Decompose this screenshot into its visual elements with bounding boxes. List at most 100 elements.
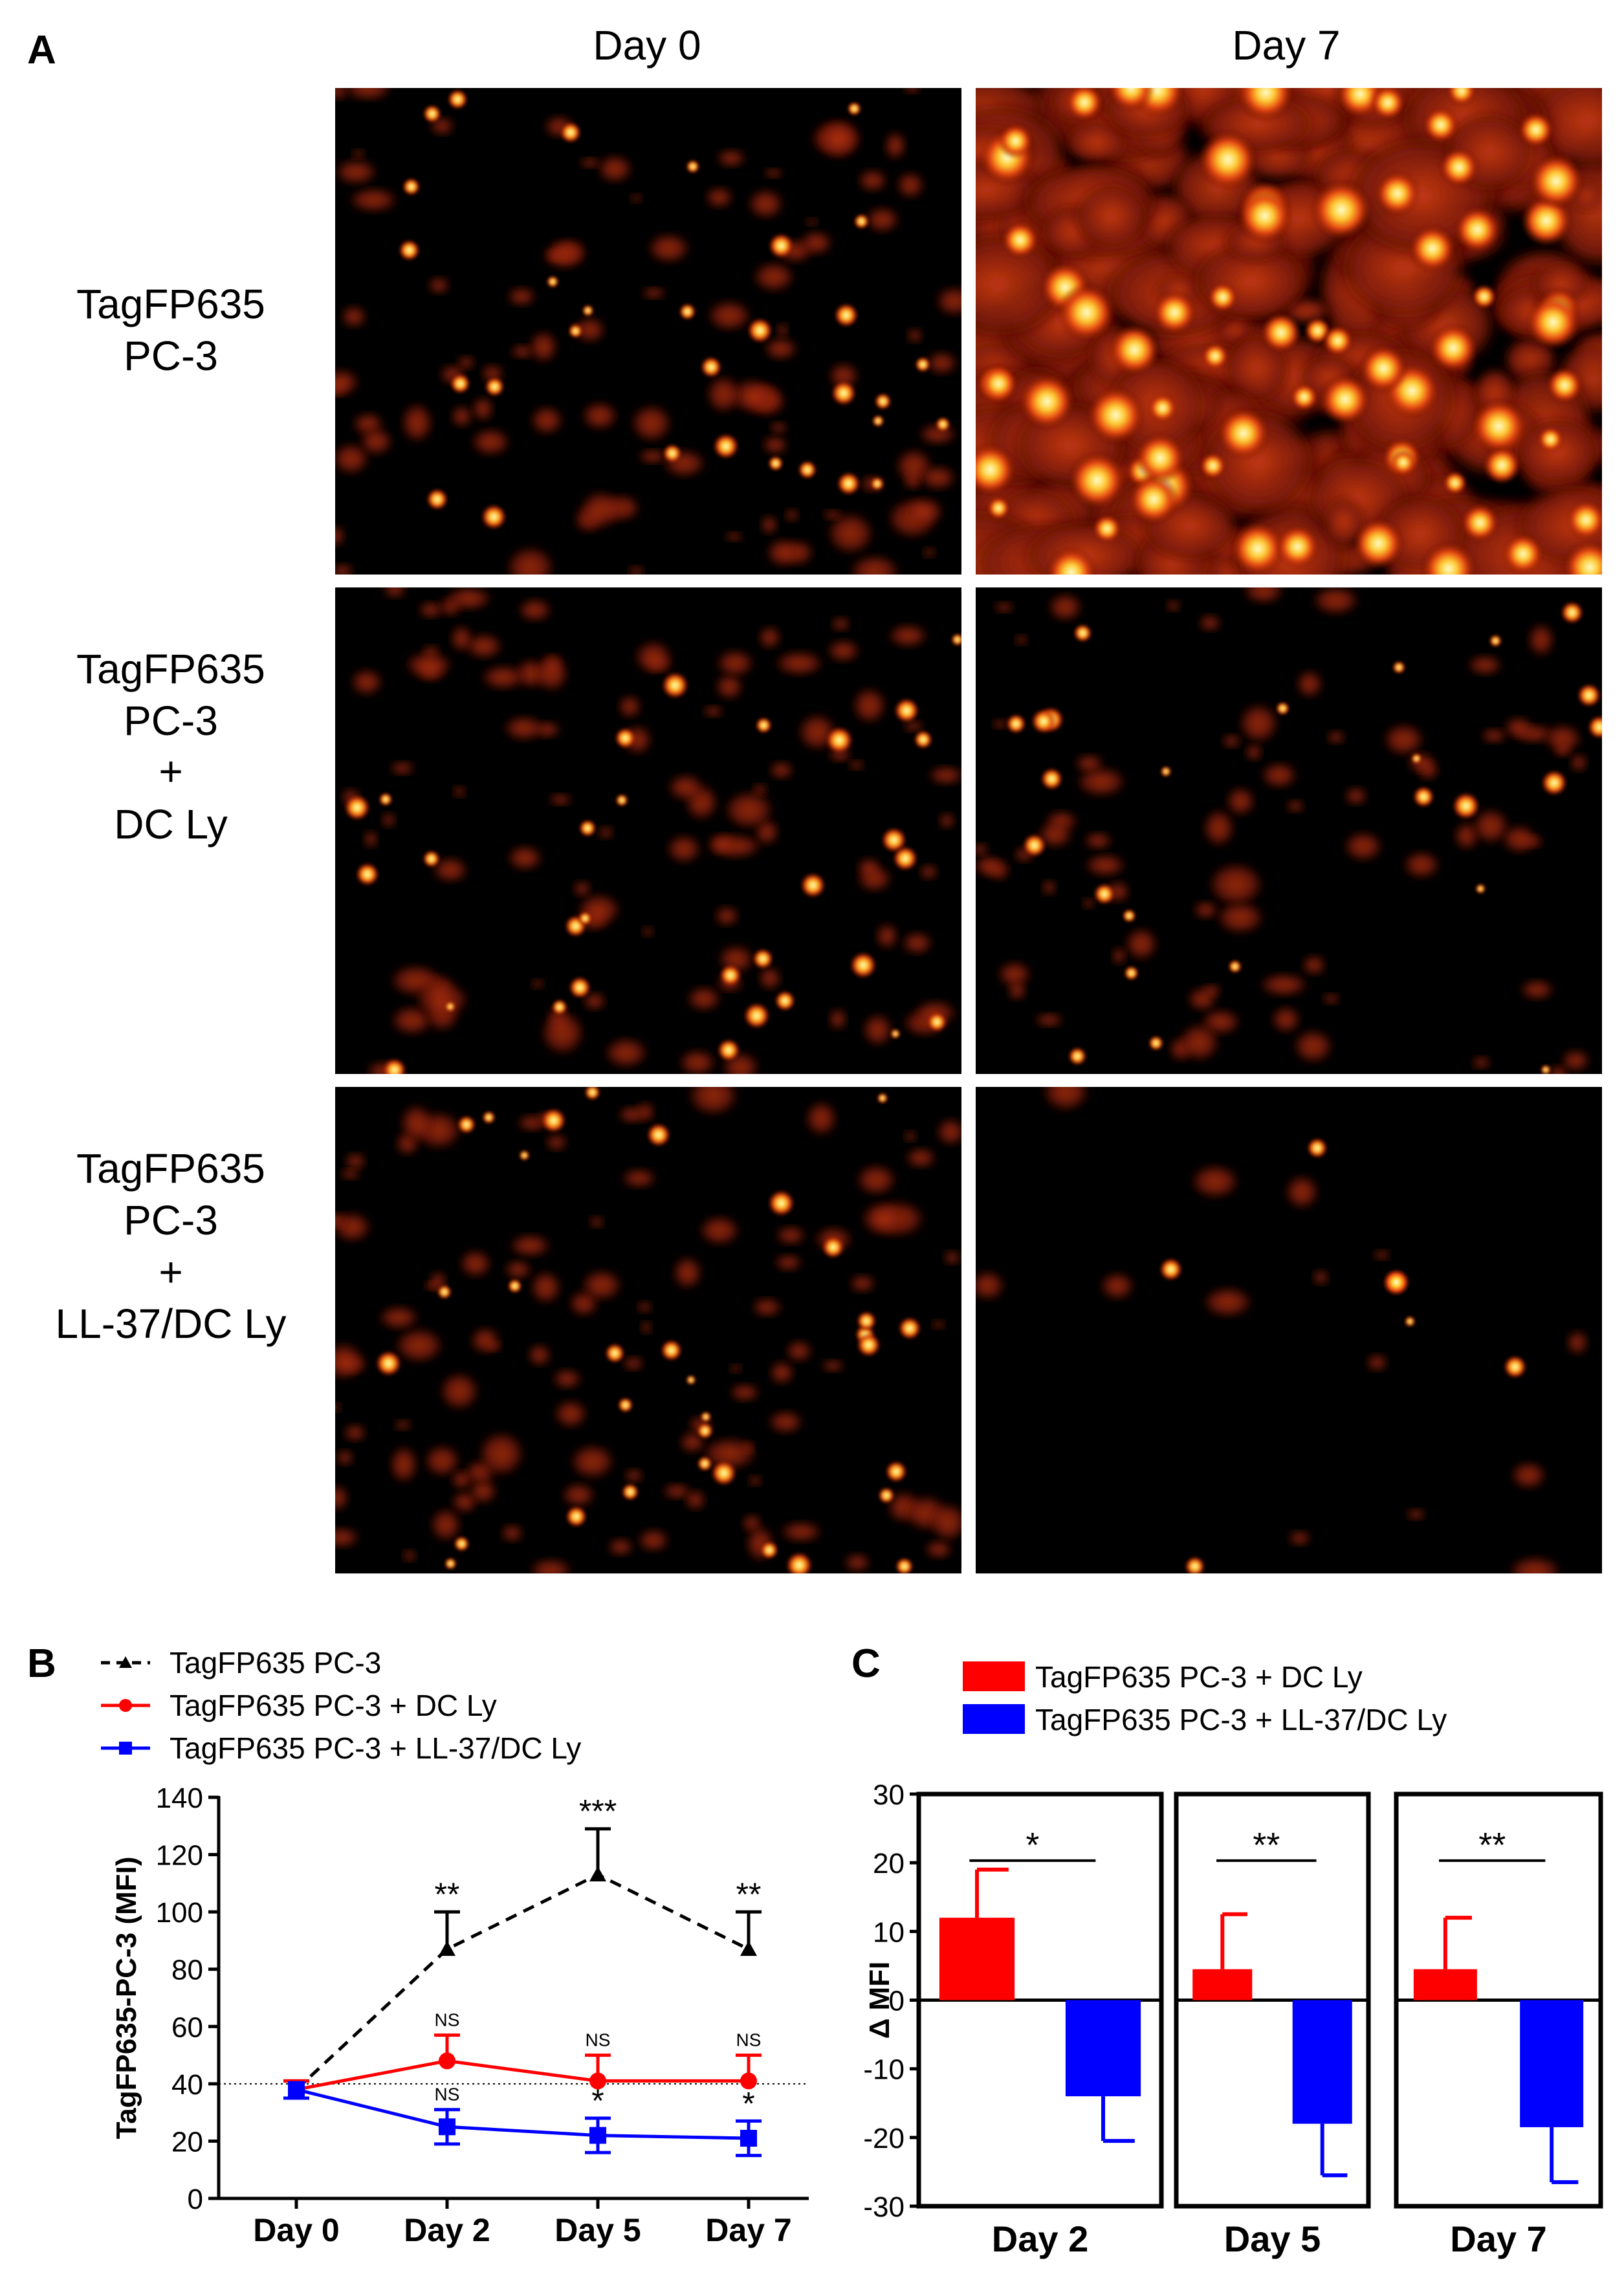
cell xyxy=(472,396,494,422)
cell xyxy=(666,835,701,864)
bright-cell xyxy=(877,1487,895,1504)
bar xyxy=(1413,1969,1477,2000)
bright-cell xyxy=(1470,398,1528,455)
cell xyxy=(468,1478,498,1504)
cell xyxy=(597,155,633,183)
cell xyxy=(785,1340,813,1362)
bright-cell xyxy=(877,1092,888,1104)
bright-cell xyxy=(850,951,877,979)
bright-cell xyxy=(987,496,1011,520)
cell xyxy=(540,1010,585,1055)
bright-cell xyxy=(660,1339,683,1362)
bright-cell xyxy=(1352,517,1405,570)
bright-cell xyxy=(584,1087,601,1101)
y-tick-label: 140 xyxy=(156,1782,203,1814)
cell xyxy=(335,1212,348,1229)
cell xyxy=(507,845,543,871)
bright-cell xyxy=(700,356,722,378)
cell xyxy=(1520,980,1555,1000)
cell xyxy=(780,1521,823,1542)
cell xyxy=(715,674,743,700)
bright-cell xyxy=(578,911,593,926)
bright-cell xyxy=(785,1551,813,1573)
cell xyxy=(1222,734,1242,748)
bright-cell xyxy=(1086,386,1145,445)
cell xyxy=(852,687,887,724)
bright-cell xyxy=(1382,1268,1410,1297)
bright-cell xyxy=(1451,791,1480,820)
cell xyxy=(861,1201,904,1236)
cell xyxy=(453,785,466,798)
row-label-line: + xyxy=(159,748,182,794)
bright-cell xyxy=(685,1374,696,1385)
cell xyxy=(703,705,723,717)
cell xyxy=(1407,752,1436,774)
cell xyxy=(394,1419,411,1430)
bright-cell xyxy=(768,232,795,259)
bright-cell xyxy=(1446,88,1476,106)
cell xyxy=(1238,703,1278,743)
cell xyxy=(390,1005,433,1035)
cell xyxy=(432,857,468,883)
bright-cell xyxy=(1108,323,1161,377)
bright-cell xyxy=(382,1057,407,1074)
bright-cell xyxy=(398,239,421,261)
bright-cell xyxy=(540,1107,567,1134)
y-tick-label: 60 xyxy=(171,2011,203,2043)
row-label-line: + xyxy=(159,1249,182,1295)
bright-cell xyxy=(856,1310,877,1331)
cell xyxy=(1179,1023,1220,1062)
bright-cell xyxy=(1460,503,1500,542)
bright-cell xyxy=(1275,701,1290,716)
bright-cell xyxy=(743,1002,771,1029)
data-point xyxy=(119,1742,132,1755)
cell xyxy=(1511,1462,1546,1489)
bright-cell xyxy=(1566,499,1602,540)
bright-cell xyxy=(760,1540,779,1560)
x-tick-label: Day 7 xyxy=(705,2212,791,2248)
cell xyxy=(976,843,989,856)
cell xyxy=(1313,1269,1329,1286)
bright-cell xyxy=(1236,188,1293,244)
data-point xyxy=(740,2072,757,2090)
cell xyxy=(748,1475,762,1486)
cell xyxy=(932,1319,945,1330)
cell xyxy=(582,401,619,430)
y-tick-label: 0 xyxy=(889,1986,905,2017)
cell xyxy=(896,171,925,199)
x-category-label: Day 2 xyxy=(992,2218,1088,2259)
bright-cell xyxy=(568,323,583,339)
bright-cell xyxy=(774,990,796,1012)
row-label-line: TagFP635 xyxy=(76,1145,265,1192)
cell xyxy=(1528,623,1555,657)
cell xyxy=(926,351,958,375)
bright-cell xyxy=(1207,281,1238,312)
cell xyxy=(936,286,961,316)
bright-cell xyxy=(1541,769,1568,796)
cell xyxy=(343,1423,367,1442)
cell xyxy=(716,650,754,677)
y-axis-label: Δ MFI xyxy=(864,1962,895,2039)
data-point xyxy=(439,2052,455,2070)
cell xyxy=(776,323,789,338)
cell xyxy=(856,1164,897,1196)
bright-cell xyxy=(1092,514,1122,543)
cell xyxy=(1198,614,1222,631)
cell xyxy=(1203,809,1234,847)
cell xyxy=(758,966,782,991)
cell xyxy=(503,716,544,741)
bright-cell xyxy=(1018,373,1075,430)
cell xyxy=(678,1049,716,1074)
y-tick-label: -10 xyxy=(863,2054,905,2086)
data-point xyxy=(119,1656,132,1668)
cell xyxy=(344,88,393,100)
bright-cell xyxy=(847,101,862,116)
cell xyxy=(1125,927,1158,961)
cell xyxy=(485,1341,502,1352)
bright-cell xyxy=(646,1123,671,1148)
cell xyxy=(478,1431,525,1477)
cell xyxy=(1259,973,1309,996)
cell xyxy=(1083,832,1113,849)
series-2: NS NS NS xyxy=(283,2010,762,2098)
cell xyxy=(638,449,667,464)
